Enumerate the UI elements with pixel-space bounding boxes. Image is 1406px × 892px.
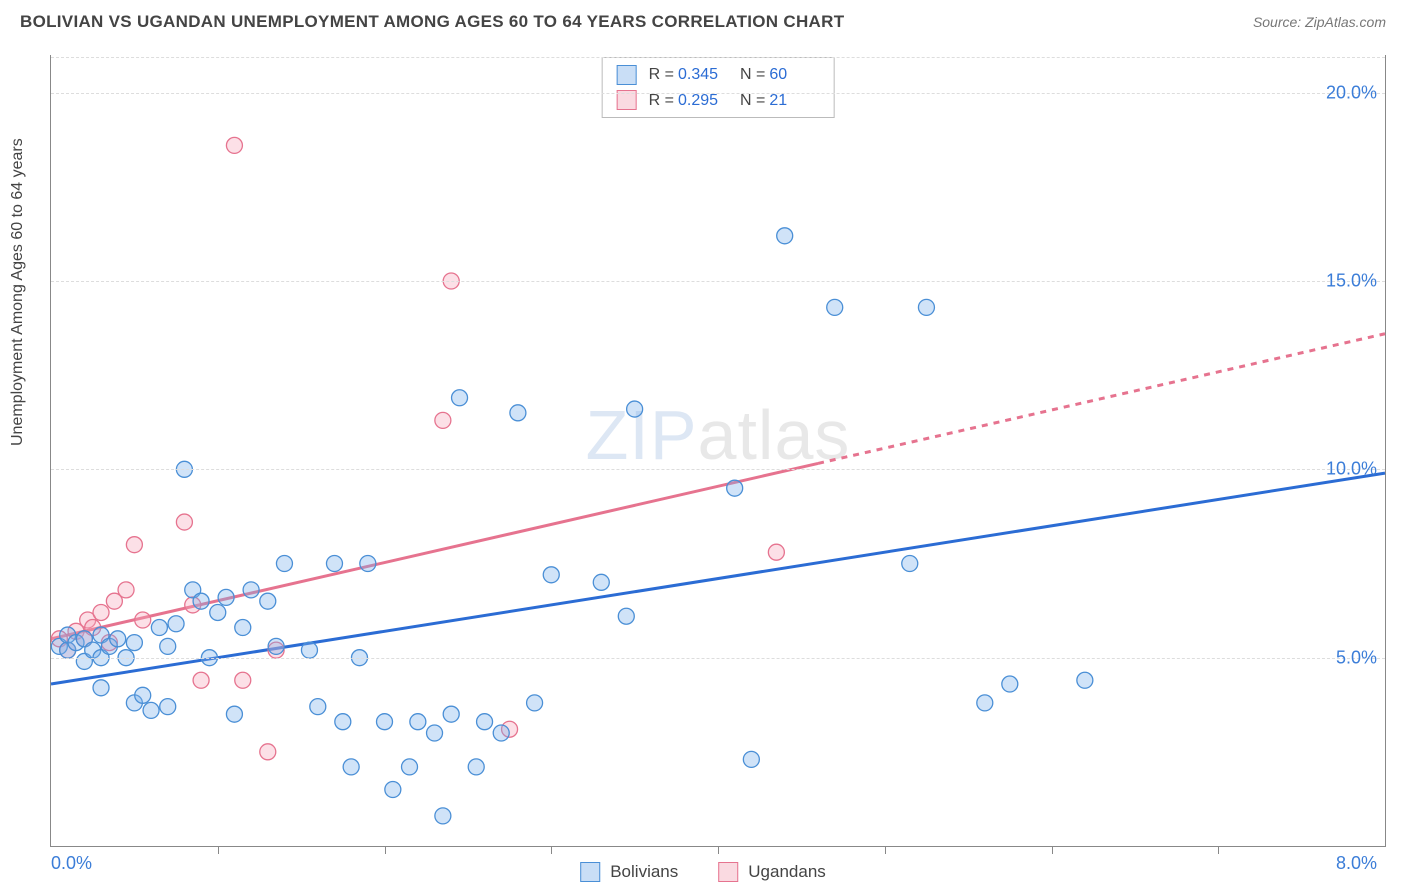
scatter-point-bolivian [310,699,326,715]
scatter-point-ugandan [93,604,109,620]
scatter-point-bolivian [226,706,242,722]
scatter-point-bolivian [110,631,126,647]
scatter-point-bolivian [1002,676,1018,692]
gridline [51,469,1385,470]
scatter-point-bolivian [93,680,109,696]
trend-line-dashed [818,334,1385,464]
scatter-point-bolivian [435,808,451,824]
scatter-point-bolivian [160,699,176,715]
scatter-point-bolivian [260,593,276,609]
y-axis-tick-label: 20.0% [1326,82,1377,103]
scatter-point-bolivian [1077,672,1093,688]
gridline [51,658,1385,659]
scatter-point-ugandan [260,744,276,760]
scatter-point-bolivian [777,228,793,244]
scatter-point-bolivian [452,390,468,406]
legend-label: Ugandans [748,862,826,882]
scatter-point-bolivian [977,695,993,711]
scatter-point-bolivian [468,759,484,775]
scatter-point-bolivian [410,714,426,730]
scatter-point-ugandan [768,544,784,560]
scatter-point-bolivian [543,567,559,583]
scatter-point-bolivian [243,582,259,598]
scatter-point-bolivian [168,616,184,632]
trend-line [51,463,818,638]
scatter-point-bolivian [135,687,151,703]
scatter-svg [51,55,1385,846]
x-axis-tick [1052,846,1053,854]
y-axis-tick-label: 5.0% [1336,647,1377,668]
scatter-point-bolivian [276,556,292,572]
scatter-point-bolivian [627,401,643,417]
y-axis-tick-label: 10.0% [1326,459,1377,480]
x-axis-max-label: 8.0% [1336,853,1377,874]
y-axis-tick-label: 15.0% [1326,271,1377,292]
scatter-point-bolivian [377,714,393,730]
scatter-point-bolivian [218,589,234,605]
x-axis-tick [1218,846,1219,854]
chart-title: BOLIVIAN VS UGANDAN UNEMPLOYMENT AMONG A… [20,12,844,32]
scatter-point-ugandan [235,672,251,688]
scatter-point-bolivian [477,714,493,730]
scatter-point-bolivian [143,702,159,718]
scatter-point-bolivian [618,608,634,624]
swatch-icon [718,862,738,882]
gridline [51,93,1385,94]
swatch-icon [580,862,600,882]
y-axis-title: Unemployment Among Ages 60 to 64 years [9,138,27,446]
scatter-point-bolivian [210,604,226,620]
scatter-point-ugandan [176,514,192,530]
scatter-point-bolivian [335,714,351,730]
scatter-point-bolivian [443,706,459,722]
source-attribution: Source: ZipAtlas.com [1253,14,1386,30]
scatter-point-bolivian [493,725,509,741]
scatter-point-bolivian [160,638,176,654]
trend-line [51,473,1385,684]
legend-item: Ugandans [718,862,826,882]
gridline [51,57,1385,58]
scatter-point-ugandan [118,582,134,598]
scatter-point-bolivian [427,725,443,741]
scatter-point-bolivian [727,480,743,496]
x-axis-min-label: 0.0% [51,853,92,874]
scatter-point-bolivian [326,556,342,572]
scatter-point-bolivian [510,405,526,421]
x-axis-tick [885,846,886,854]
scatter-point-ugandan [435,412,451,428]
scatter-point-bolivian [151,620,167,636]
scatter-point-bolivian [301,642,317,658]
scatter-point-bolivian [918,299,934,315]
legend-item: Bolivians [580,862,678,882]
scatter-point-bolivian [527,695,543,711]
x-axis-tick [718,846,719,854]
scatter-point-bolivian [268,638,284,654]
chart-plot-area: ZIPatlas R =0.345 N =60 R =0.295 N =21 0… [50,55,1386,847]
x-axis-tick [385,846,386,854]
series-legend: Bolivians Ugandans [580,862,826,882]
scatter-point-ugandan [226,137,242,153]
gridline [51,281,1385,282]
legend-label: Bolivians [610,862,678,882]
scatter-point-bolivian [743,751,759,767]
scatter-point-ugandan [193,672,209,688]
scatter-point-bolivian [343,759,359,775]
scatter-point-bolivian [126,635,142,651]
scatter-point-bolivian [902,556,918,572]
scatter-point-bolivian [360,556,376,572]
x-axis-tick [218,846,219,854]
scatter-point-bolivian [593,574,609,590]
scatter-point-ugandan [135,612,151,628]
scatter-point-bolivian [193,593,209,609]
scatter-point-bolivian [385,782,401,798]
scatter-point-bolivian [827,299,843,315]
x-axis-tick [551,846,552,854]
scatter-point-bolivian [402,759,418,775]
scatter-point-ugandan [126,537,142,553]
scatter-point-bolivian [235,620,251,636]
